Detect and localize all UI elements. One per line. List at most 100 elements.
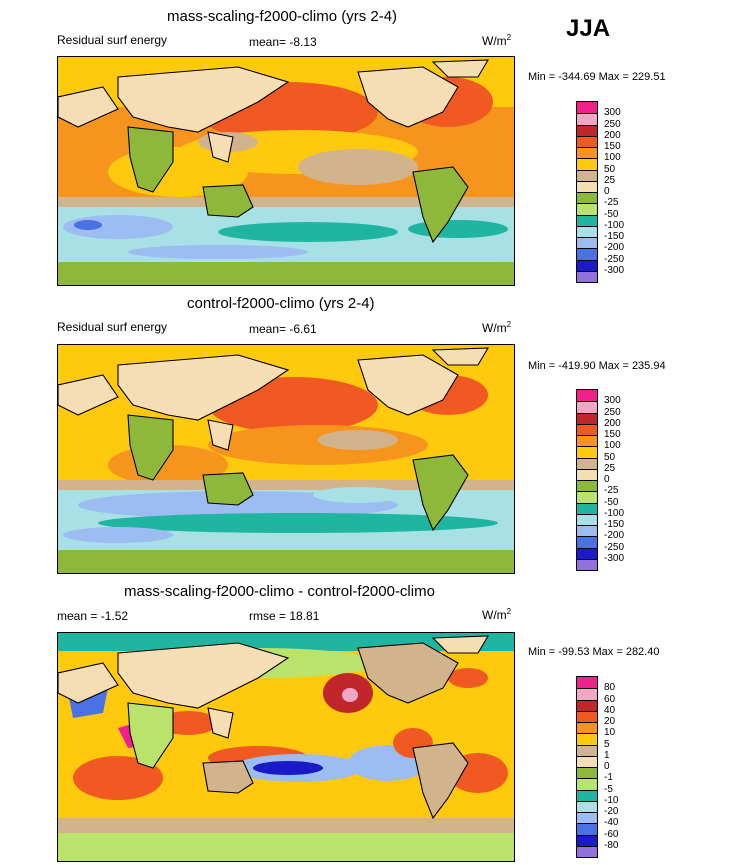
panel-2-map bbox=[57, 344, 515, 574]
panel-1-map bbox=[57, 56, 515, 286]
panel-2-units: W/m2 bbox=[482, 320, 512, 335]
panel-3-colorbar: 80 60 40 20 10 5 1 0 -1 -5 -10 -20 -40 -60 -80 bbox=[576, 676, 618, 858]
colorbar-swatch bbox=[577, 502, 597, 514]
colorbar-swatch bbox=[577, 147, 597, 159]
colorbar-swatch bbox=[577, 457, 597, 469]
colorbar-swatch bbox=[577, 259, 597, 271]
colorbar-tick-label: 1 bbox=[604, 749, 610, 761]
colorbar-swatch bbox=[577, 480, 597, 492]
panel-3-minmax: Min = -99.53 Max = 282.40 bbox=[528, 646, 660, 658]
panel-3-mean-label: mean = -1.52 bbox=[57, 609, 129, 623]
colorbar-swatch bbox=[577, 124, 597, 136]
colorbar-tick-label: 200 bbox=[604, 129, 621, 141]
colorbar-swatch bbox=[577, 158, 597, 170]
colorbar-tick-label: -5 bbox=[604, 783, 613, 795]
colorbar-swatch bbox=[577, 536, 597, 548]
colorbar-swatch bbox=[577, 513, 597, 525]
colorbar-tick-label: 250 bbox=[604, 406, 621, 418]
colorbar-swatch bbox=[577, 270, 597, 282]
colorbar-tick-label: 200 bbox=[604, 417, 621, 429]
colorbar-swatch bbox=[577, 169, 597, 181]
colorbar-tick-label: 0 bbox=[604, 186, 610, 197]
colorbar-tick-label: -250 bbox=[604, 253, 625, 265]
colorbar-swatch bbox=[577, 401, 597, 413]
colorbar-swatch bbox=[577, 113, 597, 125]
panel-3-rmse-label: rmse = 18.81 bbox=[249, 609, 320, 623]
colorbar-tick-label: -150 bbox=[604, 519, 625, 530]
colorbar-swatch bbox=[577, 845, 597, 857]
panel-1-units: W/m2 bbox=[482, 33, 512, 48]
panel-1-colorbar: 300 250 200 150 100 50 25 0 -25 -50 -100 -150 -200 -2… bbox=[576, 101, 624, 283]
colorbar-tick-label: 0 bbox=[604, 474, 610, 485]
colorbar-tick-label: -100 bbox=[604, 507, 625, 519]
colorbar-swatch bbox=[577, 237, 597, 249]
colorbar-tick-label: 100 bbox=[604, 152, 621, 164]
colorbar-swatch bbox=[577, 491, 597, 503]
panel-1-mean-label: mean= -8.13 bbox=[249, 35, 317, 49]
colorbar-swatch bbox=[577, 446, 597, 458]
colorbar-swatch bbox=[577, 800, 597, 812]
panel-2-variable-label: Residual surf energy bbox=[57, 320, 168, 334]
colorbar-swatch bbox=[577, 435, 597, 447]
colorbar-swatch bbox=[577, 812, 597, 824]
panel-2-title: control-f2000-climo (yrs 2-4) bbox=[187, 295, 375, 312]
colorbar-swatch bbox=[577, 733, 597, 745]
panel-1-minmax: Min = -344.69 Max = 229.51 bbox=[528, 71, 666, 83]
panel-1-title: mass-scaling-f2000-climo (yrs 2-4) bbox=[167, 8, 398, 25]
colorbar-swatch bbox=[577, 755, 597, 767]
colorbar-swatch bbox=[577, 390, 597, 402]
colorbar-tick-label: 50 bbox=[604, 451, 616, 463]
colorbar-swatch bbox=[577, 102, 597, 114]
colorbar-swatch bbox=[577, 834, 597, 846]
colorbar-swatch bbox=[577, 192, 597, 204]
panel-2-mean-label: mean= -6.61 bbox=[249, 322, 317, 336]
colorbar-swatch bbox=[577, 699, 597, 711]
colorbar-swatch bbox=[577, 214, 597, 226]
colorbar-tick-label: 150 bbox=[604, 429, 621, 440]
colorbar-tick-label: 100 bbox=[604, 440, 621, 452]
colorbar-swatch bbox=[577, 225, 597, 237]
colorbar-tick-label: -250 bbox=[604, 541, 625, 553]
colorbar-tick-label: -200 bbox=[604, 530, 625, 542]
colorbar-tick-label: -100 bbox=[604, 219, 625, 231]
colorbar-swatch bbox=[577, 789, 597, 801]
colorbar-tick-label: -50 bbox=[604, 496, 619, 508]
colorbar-swatch bbox=[577, 558, 597, 570]
colorbar-tick-label: -10 bbox=[604, 794, 619, 806]
colorbar-tick-label: -200 bbox=[604, 242, 625, 254]
colorbar-swatch bbox=[577, 823, 597, 835]
colorbar-tick-label: -50 bbox=[604, 208, 619, 220]
colorbar-tick-label: -40 bbox=[604, 817, 619, 829]
colorbar-tick-label: -1 bbox=[604, 772, 613, 784]
panel-3-units: W/m2 bbox=[482, 607, 512, 622]
colorbar-tick-label: -150 bbox=[604, 231, 625, 242]
colorbar-swatch bbox=[577, 203, 597, 215]
colorbar-swatch bbox=[577, 710, 597, 722]
panel-2-minmax: Min = -419.90 Max = 235.94 bbox=[528, 360, 666, 372]
colorbar-swatch bbox=[577, 778, 597, 790]
colorbar-swatch bbox=[577, 180, 597, 192]
colorbar-tick-label: 300 bbox=[604, 107, 621, 119]
colorbar-tick-label: -25 bbox=[604, 485, 619, 497]
panel-1-variable-label: Residual surf energy bbox=[57, 33, 168, 47]
colorbar-tick-label: 40 bbox=[604, 704, 616, 716]
colorbar-swatch bbox=[577, 248, 597, 260]
colorbar-swatch bbox=[577, 688, 597, 700]
colorbar-tick-label: 0 bbox=[604, 761, 610, 772]
colorbar-tick-label: 25 bbox=[604, 174, 616, 186]
colorbar-tick-label: -25 bbox=[604, 197, 619, 209]
colorbar-swatch bbox=[577, 468, 597, 480]
colorbar-tick-label: -60 bbox=[604, 828, 619, 840]
colorbar-swatch bbox=[577, 135, 597, 147]
colorbar-swatch bbox=[577, 423, 597, 435]
colorbar-tick-label: 50 bbox=[604, 163, 616, 175]
panel-3-title: mass-scaling-f2000-climo - control-f2000… bbox=[124, 583, 435, 600]
colorbar-swatch bbox=[577, 677, 597, 689]
colorbar-tick-label: -300 bbox=[604, 552, 625, 564]
colorbar-swatch bbox=[577, 767, 597, 779]
colorbar-tick-label: -20 bbox=[604, 806, 619, 817]
colorbar-tick-label: 20 bbox=[604, 716, 616, 727]
colorbar-tick-label: 80 bbox=[604, 682, 616, 694]
colorbar-tick-label: 10 bbox=[604, 727, 616, 739]
season-label: JJA bbox=[566, 15, 611, 42]
